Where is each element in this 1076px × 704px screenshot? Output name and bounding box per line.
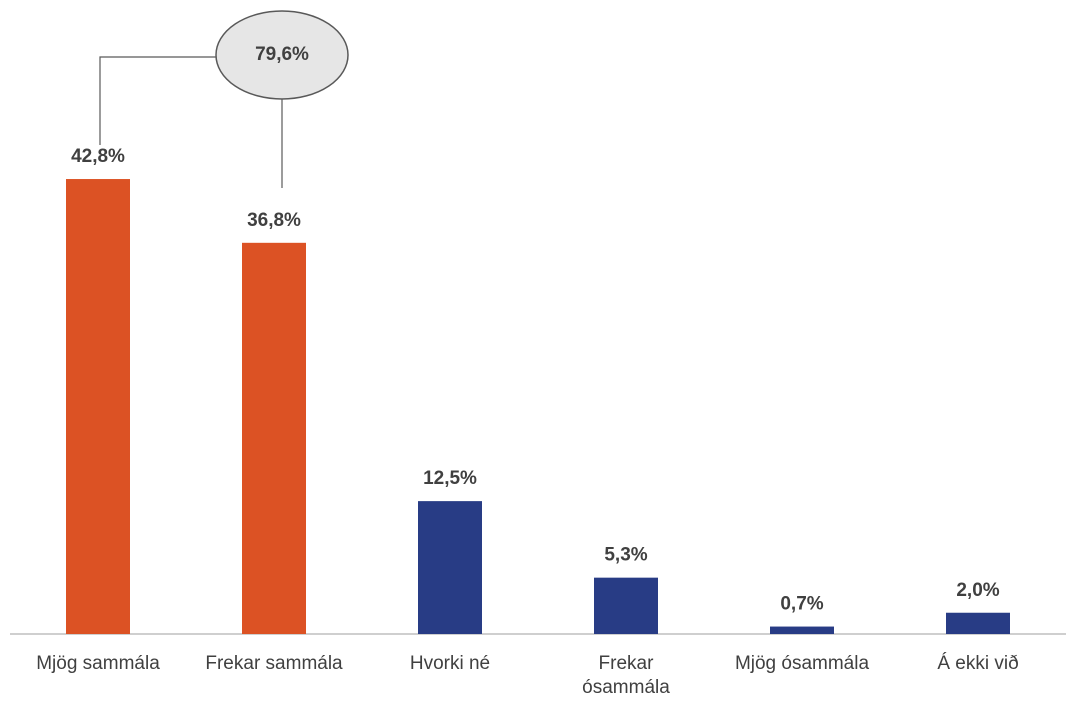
bar (242, 242, 306, 635)
value-label: 42,8% (71, 146, 125, 167)
bar (594, 577, 658, 634)
bar (66, 179, 130, 634)
bar (418, 501, 482, 634)
x-tick-label: Mjög sammála (36, 653, 160, 674)
x-tick-label: Hvorki né (409, 653, 491, 674)
x-tick-label: Á ekki við (937, 653, 1019, 674)
value-label: 36,8% (247, 210, 301, 231)
x-tick-label: Frekar sammála (205, 653, 343, 674)
x-tick-label: Mjög ósammála (734, 653, 870, 674)
value-label: 2,0% (956, 580, 999, 601)
x-tick-label: Frekar ósammála (582, 653, 670, 698)
value-label: 5,3% (604, 545, 647, 566)
bracket-line (99, 56, 216, 145)
bar (770, 626, 834, 634)
value-label: 12,5% (423, 468, 477, 489)
annotation: 79,6% (255, 44, 309, 65)
bar (946, 612, 1010, 634)
annotation-bubble (215, 10, 349, 100)
value-label: 0,7% (780, 594, 823, 615)
